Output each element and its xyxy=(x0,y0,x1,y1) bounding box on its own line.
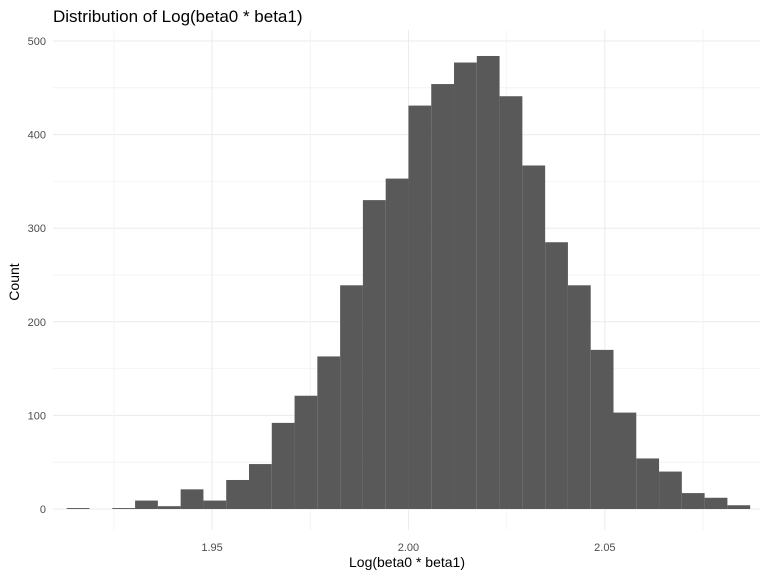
chart-title: Distribution of Log(beta0 * beta1) xyxy=(53,7,303,26)
x-tick-label: 1.95 xyxy=(201,542,222,554)
y-tick-label: 100 xyxy=(28,410,46,422)
histogram-bar xyxy=(659,471,682,509)
histogram-bar xyxy=(499,96,523,509)
histogram-bar xyxy=(294,395,318,509)
histogram-bar xyxy=(567,285,591,509)
histogram-bar xyxy=(476,55,500,509)
histogram-bar xyxy=(112,508,136,509)
histogram-bar xyxy=(271,422,295,509)
y-tick-label: 300 xyxy=(28,223,46,235)
histogram-bar xyxy=(636,458,660,509)
histogram-bar xyxy=(727,505,751,509)
histogram-bar xyxy=(385,178,409,510)
histogram-bar xyxy=(362,200,386,509)
histogram-bar xyxy=(704,497,728,509)
histogram-bar xyxy=(545,242,568,510)
y-tick-label: 0 xyxy=(40,504,46,516)
histogram-bar xyxy=(226,479,249,509)
histogram-bar xyxy=(317,356,341,509)
histogram-bar xyxy=(135,500,158,509)
y-axis-title: Count xyxy=(6,263,22,300)
histogram-bar xyxy=(340,285,363,509)
histogram-bar xyxy=(66,508,90,509)
histogram-bar xyxy=(248,464,272,509)
histogram-bar xyxy=(180,489,204,509)
histogram-bar xyxy=(157,506,181,509)
histogram-bar xyxy=(681,493,705,509)
y-tick-label: 500 xyxy=(28,36,46,48)
y-tick-label: 400 xyxy=(28,130,46,142)
histogram-bar xyxy=(590,349,614,509)
histogram-bar xyxy=(522,165,546,509)
y-tick-label: 200 xyxy=(28,317,46,329)
x-tick-label: 2.05 xyxy=(594,542,615,554)
x-axis-ticks: 1.95 2.00 2.05 xyxy=(201,542,615,554)
histogram-bar xyxy=(454,62,477,509)
histogram-bar xyxy=(431,84,455,509)
histogram-bar xyxy=(408,105,432,510)
histogram-bars xyxy=(66,55,751,510)
x-tick-label: 2.00 xyxy=(398,542,419,554)
histogram-bar xyxy=(613,412,637,509)
y-axis-ticks: 0 100 200 300 400 500 xyxy=(28,36,46,516)
x-axis-title: Log(beta0 * beta1) xyxy=(349,554,465,570)
histogram-bar xyxy=(203,500,227,509)
